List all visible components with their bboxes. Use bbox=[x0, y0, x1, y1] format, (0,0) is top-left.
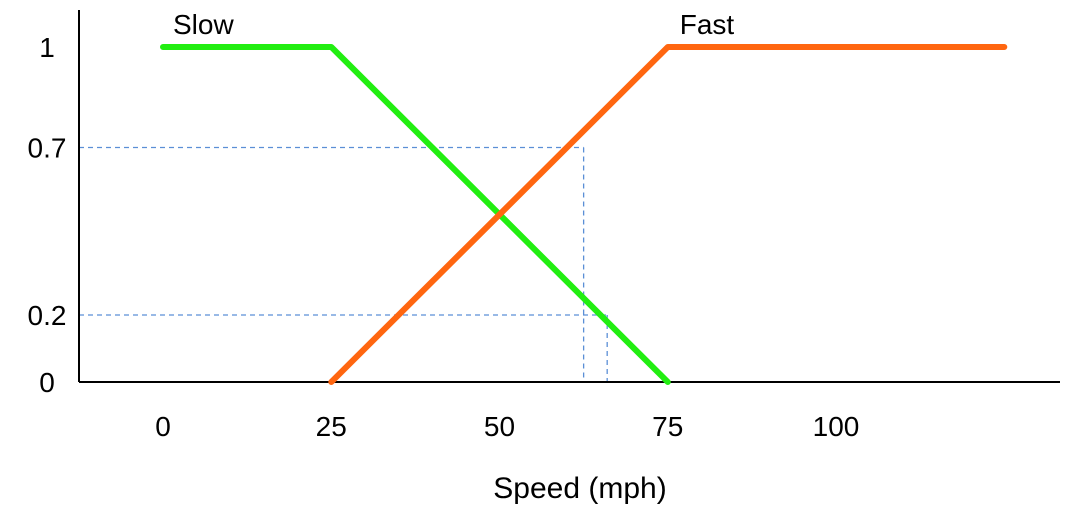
series-lines bbox=[160, 44, 1008, 385]
y-tick-label-0-2: 0.2 bbox=[28, 300, 67, 331]
series-label-fast: Fast bbox=[680, 9, 735, 40]
series-fast-line bbox=[328, 44, 1008, 385]
x-tick-label-50: 50 bbox=[484, 411, 515, 442]
axes bbox=[78, 10, 1060, 383]
x-axis-title: Speed (mph) bbox=[493, 472, 666, 505]
x-tick-labels: 0 25 50 75 100 bbox=[155, 411, 859, 442]
x-tick-label-25: 25 bbox=[316, 411, 347, 442]
reference-lines bbox=[79, 146, 608, 382]
series-label-slow: Slow bbox=[173, 9, 234, 40]
series-labels: Slow Fast bbox=[173, 9, 734, 40]
x-tick-label-0: 0 bbox=[155, 411, 171, 442]
y-tick-label-0: 0 bbox=[39, 367, 55, 398]
y-tick-labels: 0 0.2 0.7 1 bbox=[28, 32, 67, 398]
x-tick-label-75: 75 bbox=[652, 411, 683, 442]
y-tick-label-0-7: 0.7 bbox=[28, 133, 67, 164]
series-slow-line bbox=[160, 44, 671, 385]
x-tick-label-100: 100 bbox=[813, 411, 860, 442]
y-tick-label-1: 1 bbox=[39, 32, 55, 63]
